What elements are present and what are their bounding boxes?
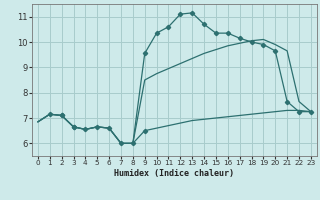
X-axis label: Humidex (Indice chaleur): Humidex (Indice chaleur) <box>115 169 234 178</box>
